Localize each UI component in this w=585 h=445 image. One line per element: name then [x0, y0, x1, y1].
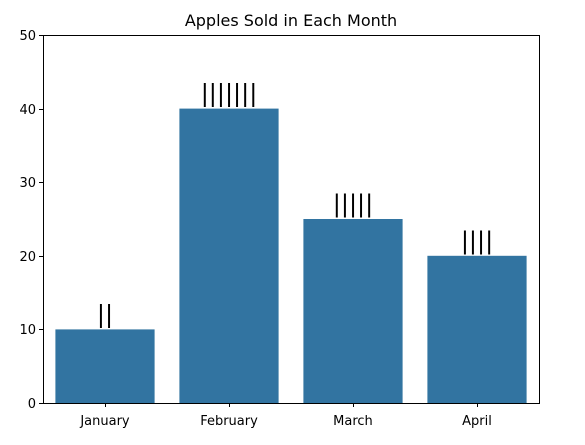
bar-april — [427, 255, 527, 403]
data-labels-group: |||||||||||||||||| — [97, 80, 493, 329]
bar-data-label: ||||||| — [201, 80, 258, 108]
bar-data-label: |||| — [461, 227, 493, 255]
bars-group — [55, 108, 527, 403]
x-tick-label: January — [79, 414, 130, 429]
y-tick-label: 50 — [19, 29, 36, 44]
chart-title: Apples Sold in Each Month — [185, 11, 397, 30]
y-tick-label: 40 — [19, 103, 36, 118]
bar-data-label: || — [97, 300, 113, 328]
y-tick-label: 30 — [19, 176, 36, 191]
bar-january — [55, 329, 155, 403]
y-tick-label: 20 — [19, 250, 36, 265]
y-tick-label: 0 — [28, 397, 36, 412]
y-axis: 0 10 20 30 40 50 — [19, 29, 43, 412]
plot-frame — [43, 35, 540, 404]
x-tick-label: March — [333, 414, 373, 429]
y-tick-label: 10 — [19, 323, 36, 338]
x-axis: January February March April — [79, 403, 492, 429]
bar-february — [179, 108, 279, 403]
x-tick-label: April — [462, 414, 492, 429]
bar-march — [303, 219, 403, 403]
x-tick-label: February — [200, 414, 258, 429]
bar-data-label: ||||| — [333, 190, 373, 218]
